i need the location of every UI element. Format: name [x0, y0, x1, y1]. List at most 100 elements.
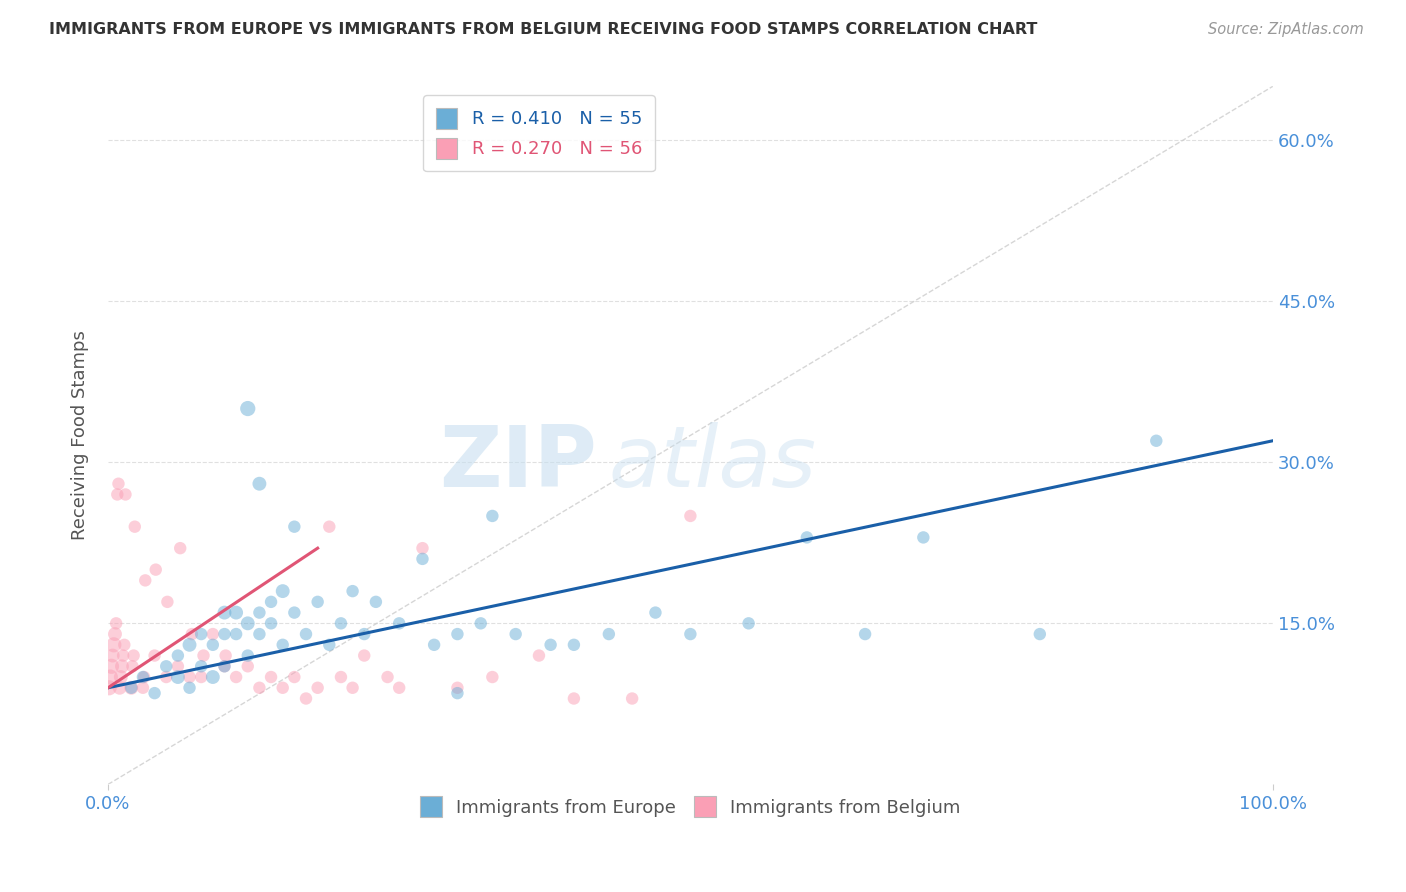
Point — [260, 616, 283, 631]
Point — [796, 530, 818, 544]
Point — [388, 681, 411, 695]
Point — [201, 638, 224, 652]
Point — [108, 681, 131, 695]
Point — [1144, 434, 1167, 448]
Point — [283, 606, 305, 620]
Point — [132, 670, 155, 684]
Text: IMMIGRANTS FROM EUROPE VS IMMIGRANTS FROM BELGIUM RECEIVING FOOD STAMPS CORRELAT: IMMIGRANTS FROM EUROPE VS IMMIGRANTS FRO… — [49, 22, 1038, 37]
Point — [737, 616, 759, 631]
Point — [100, 659, 122, 673]
Point — [214, 659, 236, 673]
Point — [621, 691, 644, 706]
Point — [167, 670, 190, 684]
Point — [260, 595, 283, 609]
Point — [318, 638, 340, 652]
Point — [679, 508, 702, 523]
Point — [853, 627, 876, 641]
Point — [481, 670, 503, 684]
Point — [134, 574, 156, 588]
Point — [540, 638, 562, 652]
Point — [225, 606, 247, 620]
Point — [307, 681, 329, 695]
Point — [111, 659, 134, 673]
Point — [364, 595, 387, 609]
Point — [179, 681, 201, 695]
Point — [214, 606, 236, 620]
Point — [105, 487, 128, 501]
Point — [193, 648, 215, 663]
Point — [342, 584, 364, 599]
Point — [155, 659, 177, 673]
Text: Source: ZipAtlas.com: Source: ZipAtlas.com — [1208, 22, 1364, 37]
Point — [260, 670, 283, 684]
Point — [167, 659, 190, 673]
Point — [283, 519, 305, 533]
Point — [121, 659, 143, 673]
Point — [562, 638, 585, 652]
Point — [679, 627, 702, 641]
Point — [307, 595, 329, 609]
Point — [201, 627, 224, 641]
Point — [295, 691, 318, 706]
Point — [143, 686, 166, 700]
Point — [122, 648, 145, 663]
Point — [225, 670, 247, 684]
Point — [214, 659, 236, 673]
Point — [143, 648, 166, 663]
Point — [236, 401, 259, 416]
Point — [342, 681, 364, 695]
Point — [505, 627, 527, 641]
Point — [411, 552, 433, 566]
Point — [527, 648, 550, 663]
Point — [107, 476, 129, 491]
Point — [249, 681, 271, 695]
Point — [353, 648, 375, 663]
Point — [201, 670, 224, 684]
Point — [225, 627, 247, 641]
Point — [329, 670, 352, 684]
Point — [180, 627, 202, 641]
Point — [190, 627, 212, 641]
Point — [283, 670, 305, 684]
Point — [249, 476, 271, 491]
Point — [190, 670, 212, 684]
Point — [98, 681, 121, 695]
Point — [179, 670, 201, 684]
Point — [411, 541, 433, 556]
Point — [236, 648, 259, 663]
Point — [236, 659, 259, 673]
Point — [120, 681, 142, 695]
Point — [132, 670, 155, 684]
Point — [179, 638, 201, 652]
Point — [912, 530, 935, 544]
Point — [112, 638, 135, 652]
Point — [214, 627, 236, 641]
Point — [295, 627, 318, 641]
Legend: Immigrants from Europe, Immigrants from Belgium: Immigrants from Europe, Immigrants from … — [413, 789, 967, 824]
Point — [156, 595, 179, 609]
Point — [132, 681, 155, 695]
Point — [112, 648, 135, 663]
Point — [214, 648, 236, 663]
Point — [103, 638, 125, 652]
Point — [104, 627, 127, 641]
Point — [562, 691, 585, 706]
Point — [249, 606, 271, 620]
Point — [120, 681, 142, 695]
Point — [423, 638, 446, 652]
Point — [446, 627, 468, 641]
Point — [167, 648, 190, 663]
Point — [98, 670, 121, 684]
Point — [101, 648, 124, 663]
Text: atlas: atlas — [609, 422, 817, 505]
Point — [318, 519, 340, 533]
Point — [169, 541, 191, 556]
Point — [1029, 627, 1052, 641]
Point — [155, 670, 177, 684]
Point — [271, 638, 294, 652]
Point — [105, 616, 128, 631]
Point — [598, 627, 620, 641]
Point — [470, 616, 492, 631]
Point — [249, 627, 271, 641]
Point — [353, 627, 375, 641]
